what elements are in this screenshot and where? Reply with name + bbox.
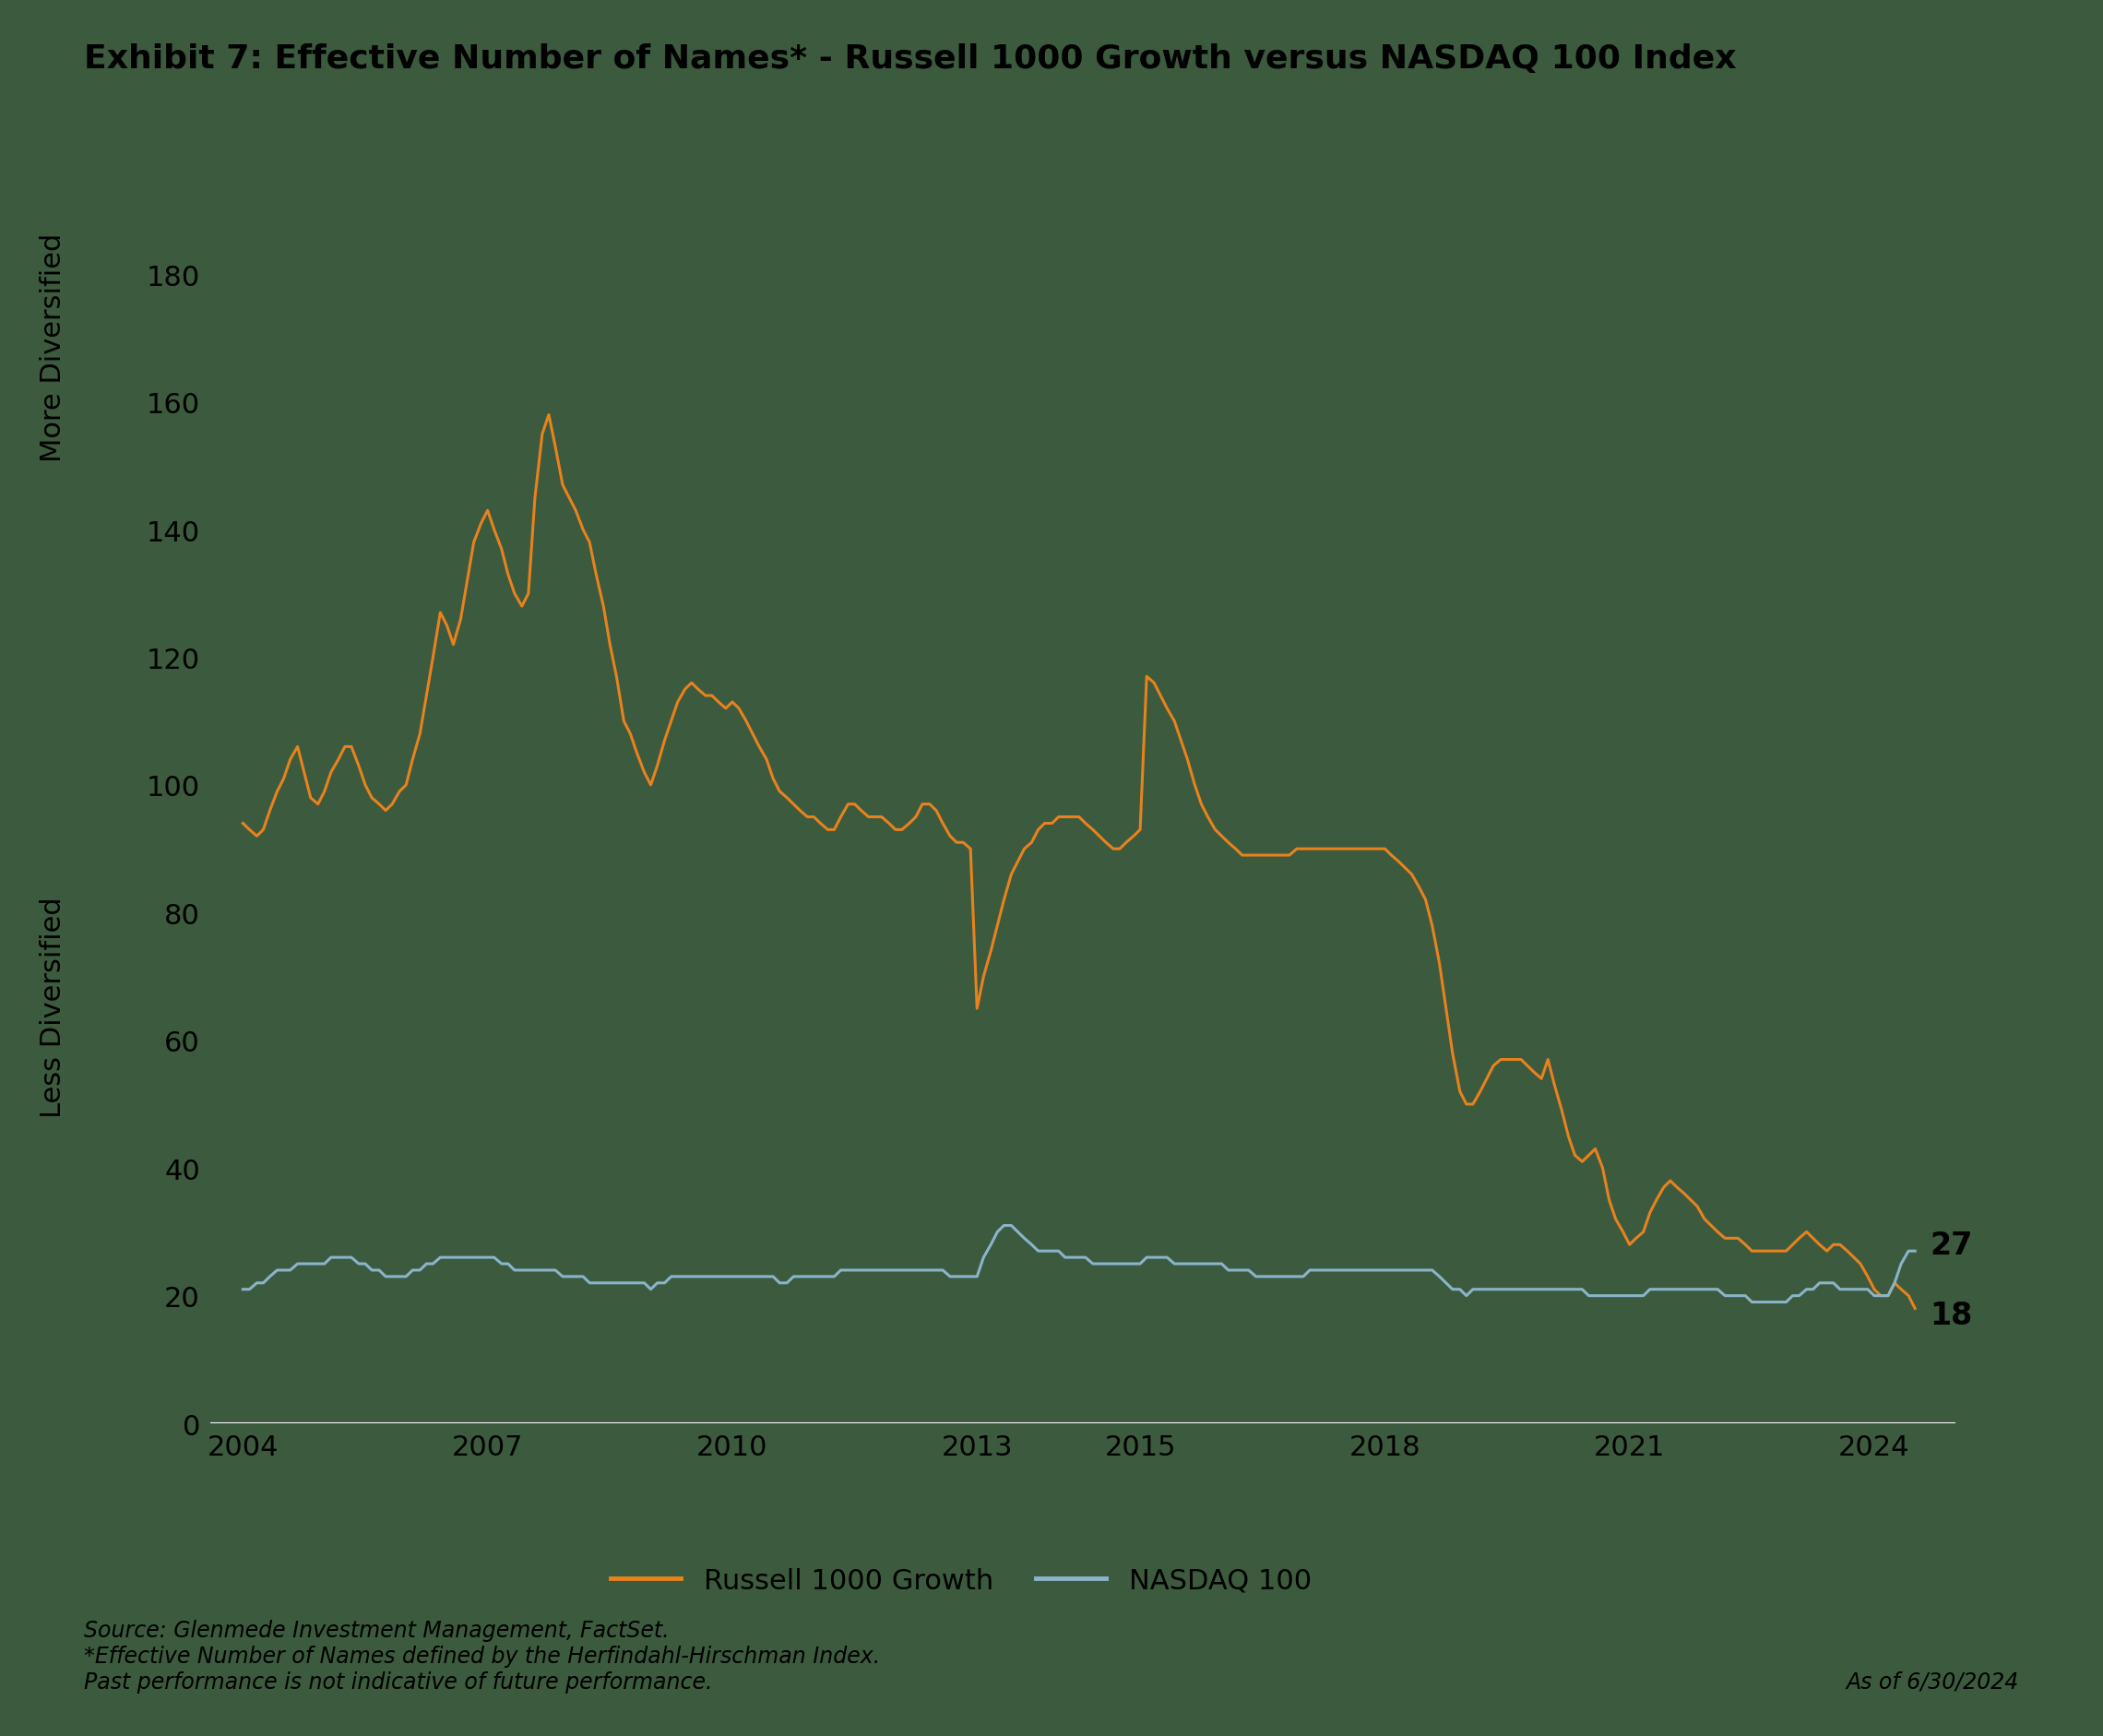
- Text: 27: 27: [1931, 1229, 1973, 1260]
- Text: Exhibit 7: Effective Number of Names* - Russell 1000 Growth versus NASDAQ 100 In: Exhibit 7: Effective Number of Names* - …: [84, 43, 1737, 75]
- Text: Less Diversified: Less Diversified: [40, 896, 65, 1118]
- Text: As of 6/30/2024: As of 6/30/2024: [1846, 1670, 2019, 1693]
- Legend: Russell 1000 Growth, NASDAQ 100: Russell 1000 Growth, NASDAQ 100: [599, 1555, 1323, 1604]
- Text: 18: 18: [1931, 1300, 1973, 1330]
- Text: More Diversified: More Diversified: [40, 233, 65, 462]
- Text: Source: Glenmede Investment Management, FactSet.
*Effective Number of Names defi: Source: Glenmede Investment Management, …: [84, 1620, 881, 1693]
